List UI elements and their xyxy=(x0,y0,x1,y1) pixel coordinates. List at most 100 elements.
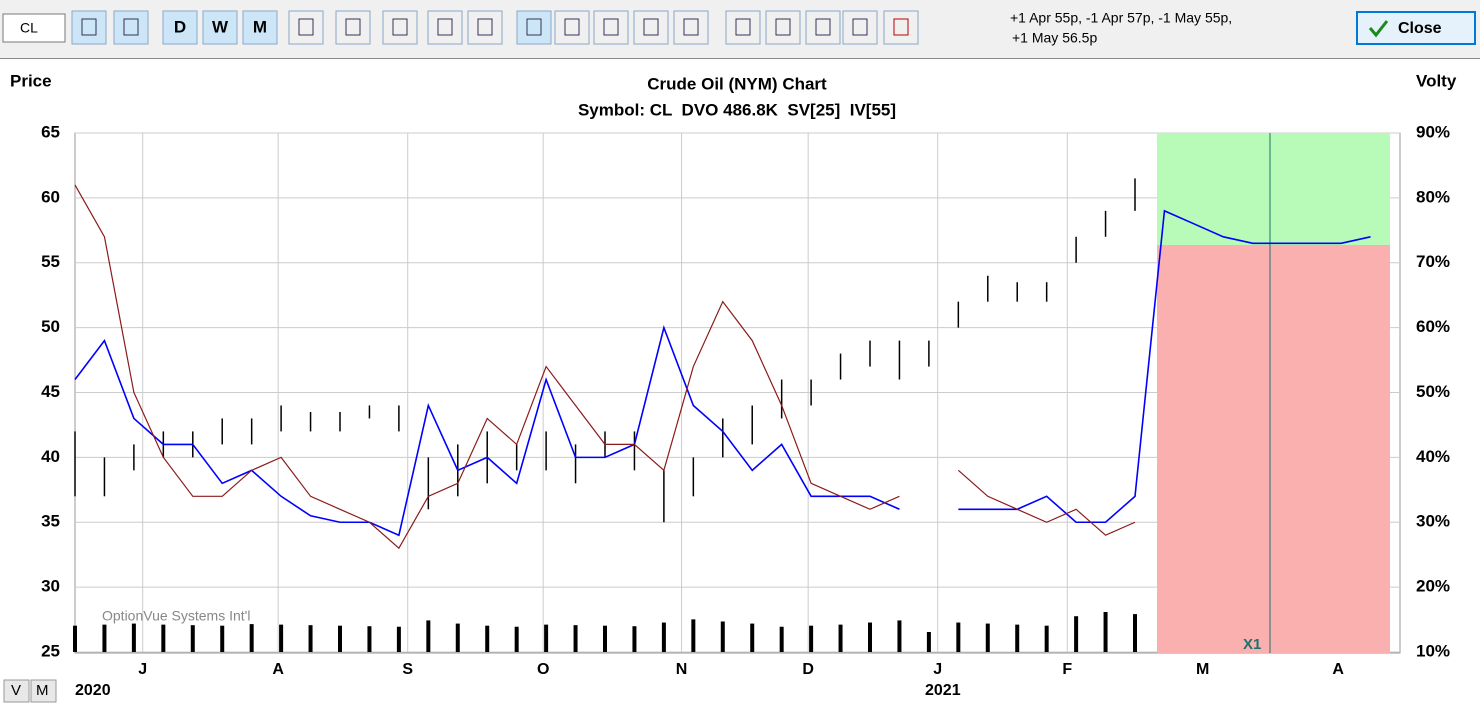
x-tick-label: F xyxy=(1062,661,1072,678)
y-tick-label: 40 xyxy=(41,447,60,466)
toolbar-button[interactable] xyxy=(202,10,238,45)
volume-bar xyxy=(544,624,549,652)
toolbar-icon xyxy=(893,18,909,36)
toolbar-button[interactable] xyxy=(382,10,418,45)
volume-bar xyxy=(603,625,607,652)
x-tick-label: D xyxy=(802,661,814,678)
y-tick-label: 65 xyxy=(41,122,60,141)
toolbar-icon xyxy=(643,18,659,36)
v-button[interactable] xyxy=(3,679,30,703)
positions-line: +1 Apr 55p, -1 Apr 57p, -1 May 55p, xyxy=(1010,10,1232,26)
x-tick-label: A xyxy=(1332,661,1344,678)
chart-subtitle: Symbol: CL DVO 486.8K SV[25] IV[55] xyxy=(578,100,896,119)
y-tick-label: 55 xyxy=(41,252,60,271)
close-button[interactable] xyxy=(1356,11,1476,45)
y2-tick-label: 30% xyxy=(1416,512,1450,531)
chart-title: Crude Oil (NYM) Chart xyxy=(647,74,827,93)
toolbar-icon xyxy=(683,18,699,36)
volume-bar xyxy=(161,624,166,652)
symbol-text: CL xyxy=(20,20,38,36)
volume-bar xyxy=(926,632,931,652)
x-tick-label: S xyxy=(402,661,413,678)
toolbar-button[interactable] xyxy=(842,10,878,45)
toolbar-button-label: D xyxy=(174,17,186,36)
volume-bar xyxy=(897,620,902,652)
toolbar-icon xyxy=(298,18,314,36)
volume-bar xyxy=(249,624,254,652)
year-label: 2021 xyxy=(925,682,961,699)
toolbar-button[interactable] xyxy=(242,10,278,45)
volume-bar xyxy=(1074,616,1079,652)
m-button-label: M xyxy=(36,682,49,699)
toolbar-button[interactable] xyxy=(335,10,371,45)
toolbar-icon xyxy=(477,18,493,36)
loss-zone xyxy=(1157,245,1390,653)
volume-bar xyxy=(73,625,77,652)
m-button[interactable] xyxy=(30,679,57,703)
y2-axis-label: Volty xyxy=(1416,71,1457,90)
volume-bar xyxy=(190,625,195,652)
volume-bar xyxy=(838,624,843,652)
volume-bar xyxy=(661,622,666,652)
toolbar-icon xyxy=(526,18,542,36)
toolbar-button[interactable] xyxy=(467,10,503,45)
x-tick-label: J xyxy=(933,661,942,678)
toolbar-icon xyxy=(123,18,139,36)
toolbar-button[interactable] xyxy=(113,10,149,45)
y-tick-label: 35 xyxy=(41,512,60,531)
volume-bar xyxy=(396,626,401,652)
y-tick-label: 50 xyxy=(41,317,60,336)
volume-bar xyxy=(1044,625,1049,652)
volume-bar xyxy=(338,625,342,652)
volume-bar xyxy=(279,624,284,652)
volume-bar xyxy=(220,625,225,652)
check-icon xyxy=(1368,20,1389,38)
toolbar-icon xyxy=(437,18,453,36)
toolbar-button[interactable] xyxy=(593,10,629,45)
volume-bar xyxy=(308,625,313,652)
marks xyxy=(73,178,1371,652)
y-tick-label: 60 xyxy=(41,187,60,206)
y-tick-label: 45 xyxy=(41,382,60,401)
y2-tick-label: 50% xyxy=(1416,382,1450,401)
toolbar-button[interactable] xyxy=(71,10,107,45)
toolbar-button[interactable] xyxy=(554,10,590,45)
x-tick-label: O xyxy=(537,661,549,678)
toolbar-button[interactable] xyxy=(162,10,198,45)
volume-bar xyxy=(573,625,578,652)
toolbar-icon xyxy=(852,18,868,36)
toolbar-button[interactable] xyxy=(805,10,841,45)
y-tick-label: 30 xyxy=(41,577,60,596)
volume-bar xyxy=(514,626,519,652)
toolbar-icon xyxy=(564,18,580,36)
toolbar-button[interactable] xyxy=(516,10,552,45)
close-label: Close xyxy=(1398,20,1442,37)
toolbar-icon xyxy=(345,18,361,36)
toolbar-button[interactable] xyxy=(765,10,801,45)
toolbar-button[interactable] xyxy=(633,10,669,45)
volume-bar xyxy=(985,623,990,652)
toolbar-button[interactable] xyxy=(883,10,919,45)
y2-tick-label: 90% xyxy=(1416,122,1450,141)
toolbar-button[interactable] xyxy=(725,10,761,45)
positions-line: +1 May 56.5p xyxy=(1012,30,1097,46)
plot: 25 30 35 40 45 50 55 60 65 10% 20% 30% 40% 50% 60% 70% 8… xyxy=(41,122,1450,678)
toolbar-button[interactable] xyxy=(288,10,324,45)
watermark: OptionVue Systems Int'l xyxy=(102,608,250,624)
toolbar-button[interactable] xyxy=(427,10,463,45)
volume-bar xyxy=(779,626,784,652)
x-tick-label: J xyxy=(138,661,147,678)
volume-bar xyxy=(868,622,872,652)
toolbar-icon xyxy=(775,18,791,36)
volume-bar xyxy=(809,625,814,652)
toolbar-button[interactable] xyxy=(673,10,709,45)
volume-bar xyxy=(956,622,961,652)
volume-bar xyxy=(102,624,107,652)
volatility-line xyxy=(74,209,1371,537)
toolbar-icon xyxy=(735,18,751,36)
symbol-input[interactable] xyxy=(2,13,66,43)
volume-bar xyxy=(691,619,696,652)
toolbar-icon xyxy=(603,18,619,36)
x1-label: X1 xyxy=(1243,636,1261,653)
y2-tick-label: 10% xyxy=(1416,641,1450,660)
